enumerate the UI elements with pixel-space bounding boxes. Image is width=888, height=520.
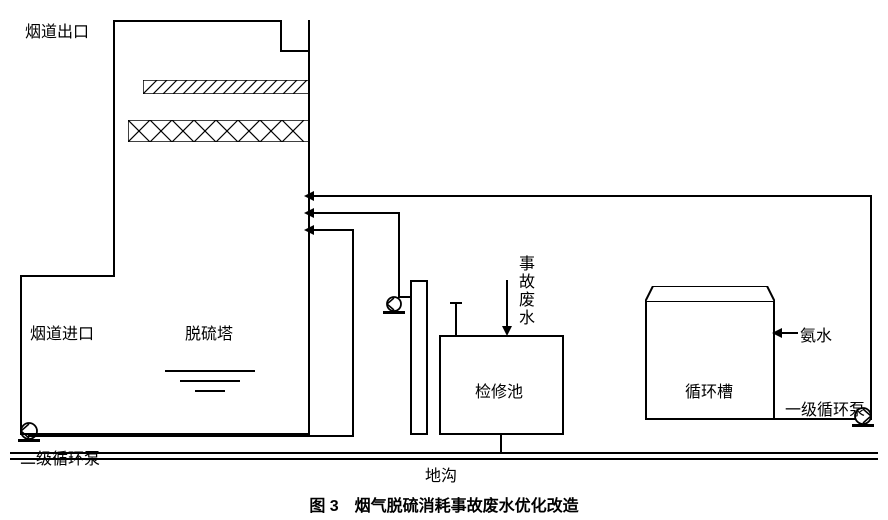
spray-arrow-2: [304, 208, 314, 218]
accident-water-line: [506, 280, 508, 328]
vent-cap-stem: [455, 302, 457, 335]
circulation-tank-top: [645, 286, 775, 302]
pump-1-label: 一级循环泵: [785, 396, 865, 420]
tower-top-left: [113, 20, 280, 22]
liquid-level-1: [165, 370, 255, 372]
spray-line-3: [310, 229, 354, 231]
accident-water-label: 事故废水: [512, 255, 536, 327]
spray-riser-3: [352, 229, 354, 435]
tower-step-v: [280, 20, 282, 50]
pump-2-label: 二级循环泵: [20, 445, 100, 469]
spray-line-2: [310, 212, 400, 214]
ammonia-line: [780, 332, 798, 334]
trench-line-2: [10, 458, 878, 460]
flue-outlet-label: 烟道出口: [25, 18, 89, 42]
maintenance-vent: [410, 280, 428, 435]
ammonia-label: 氨水: [800, 322, 832, 346]
liquid-level-2: [180, 380, 240, 382]
spray-riser-2a: [398, 212, 400, 296]
spray-arrow-3: [304, 225, 314, 235]
figure-caption: 图 3 烟气脱硫消耗事故废水优化改造: [0, 492, 888, 516]
pool-drain: [500, 435, 502, 452]
circulation-tank-label: 循环槽: [685, 378, 733, 402]
packing-layer: [128, 120, 310, 142]
spray-arrow-1: [304, 191, 314, 201]
tower-step-h: [280, 50, 310, 52]
tower-label: 脱硫塔: [185, 320, 233, 344]
spray-line-1: [310, 195, 872, 197]
pump3-outlet: [398, 296, 412, 298]
flue-inlet-duct: [20, 275, 115, 435]
flue-inlet-label: 烟道进口: [30, 320, 94, 344]
demister-layer: [143, 80, 310, 94]
trench-label: 地沟: [425, 462, 457, 486]
pump-2: [18, 420, 40, 442]
spray-base-3: [28, 435, 354, 437]
maintenance-pool-label: 检修池: [475, 378, 523, 402]
spray-riser-1: [870, 195, 872, 420]
circulation-tank: [645, 300, 775, 420]
accident-water-arrow: [502, 326, 512, 336]
trench-line-1: [10, 452, 878, 454]
liquid-level-3: [195, 390, 225, 392]
ammonia-arrow: [772, 328, 782, 338]
